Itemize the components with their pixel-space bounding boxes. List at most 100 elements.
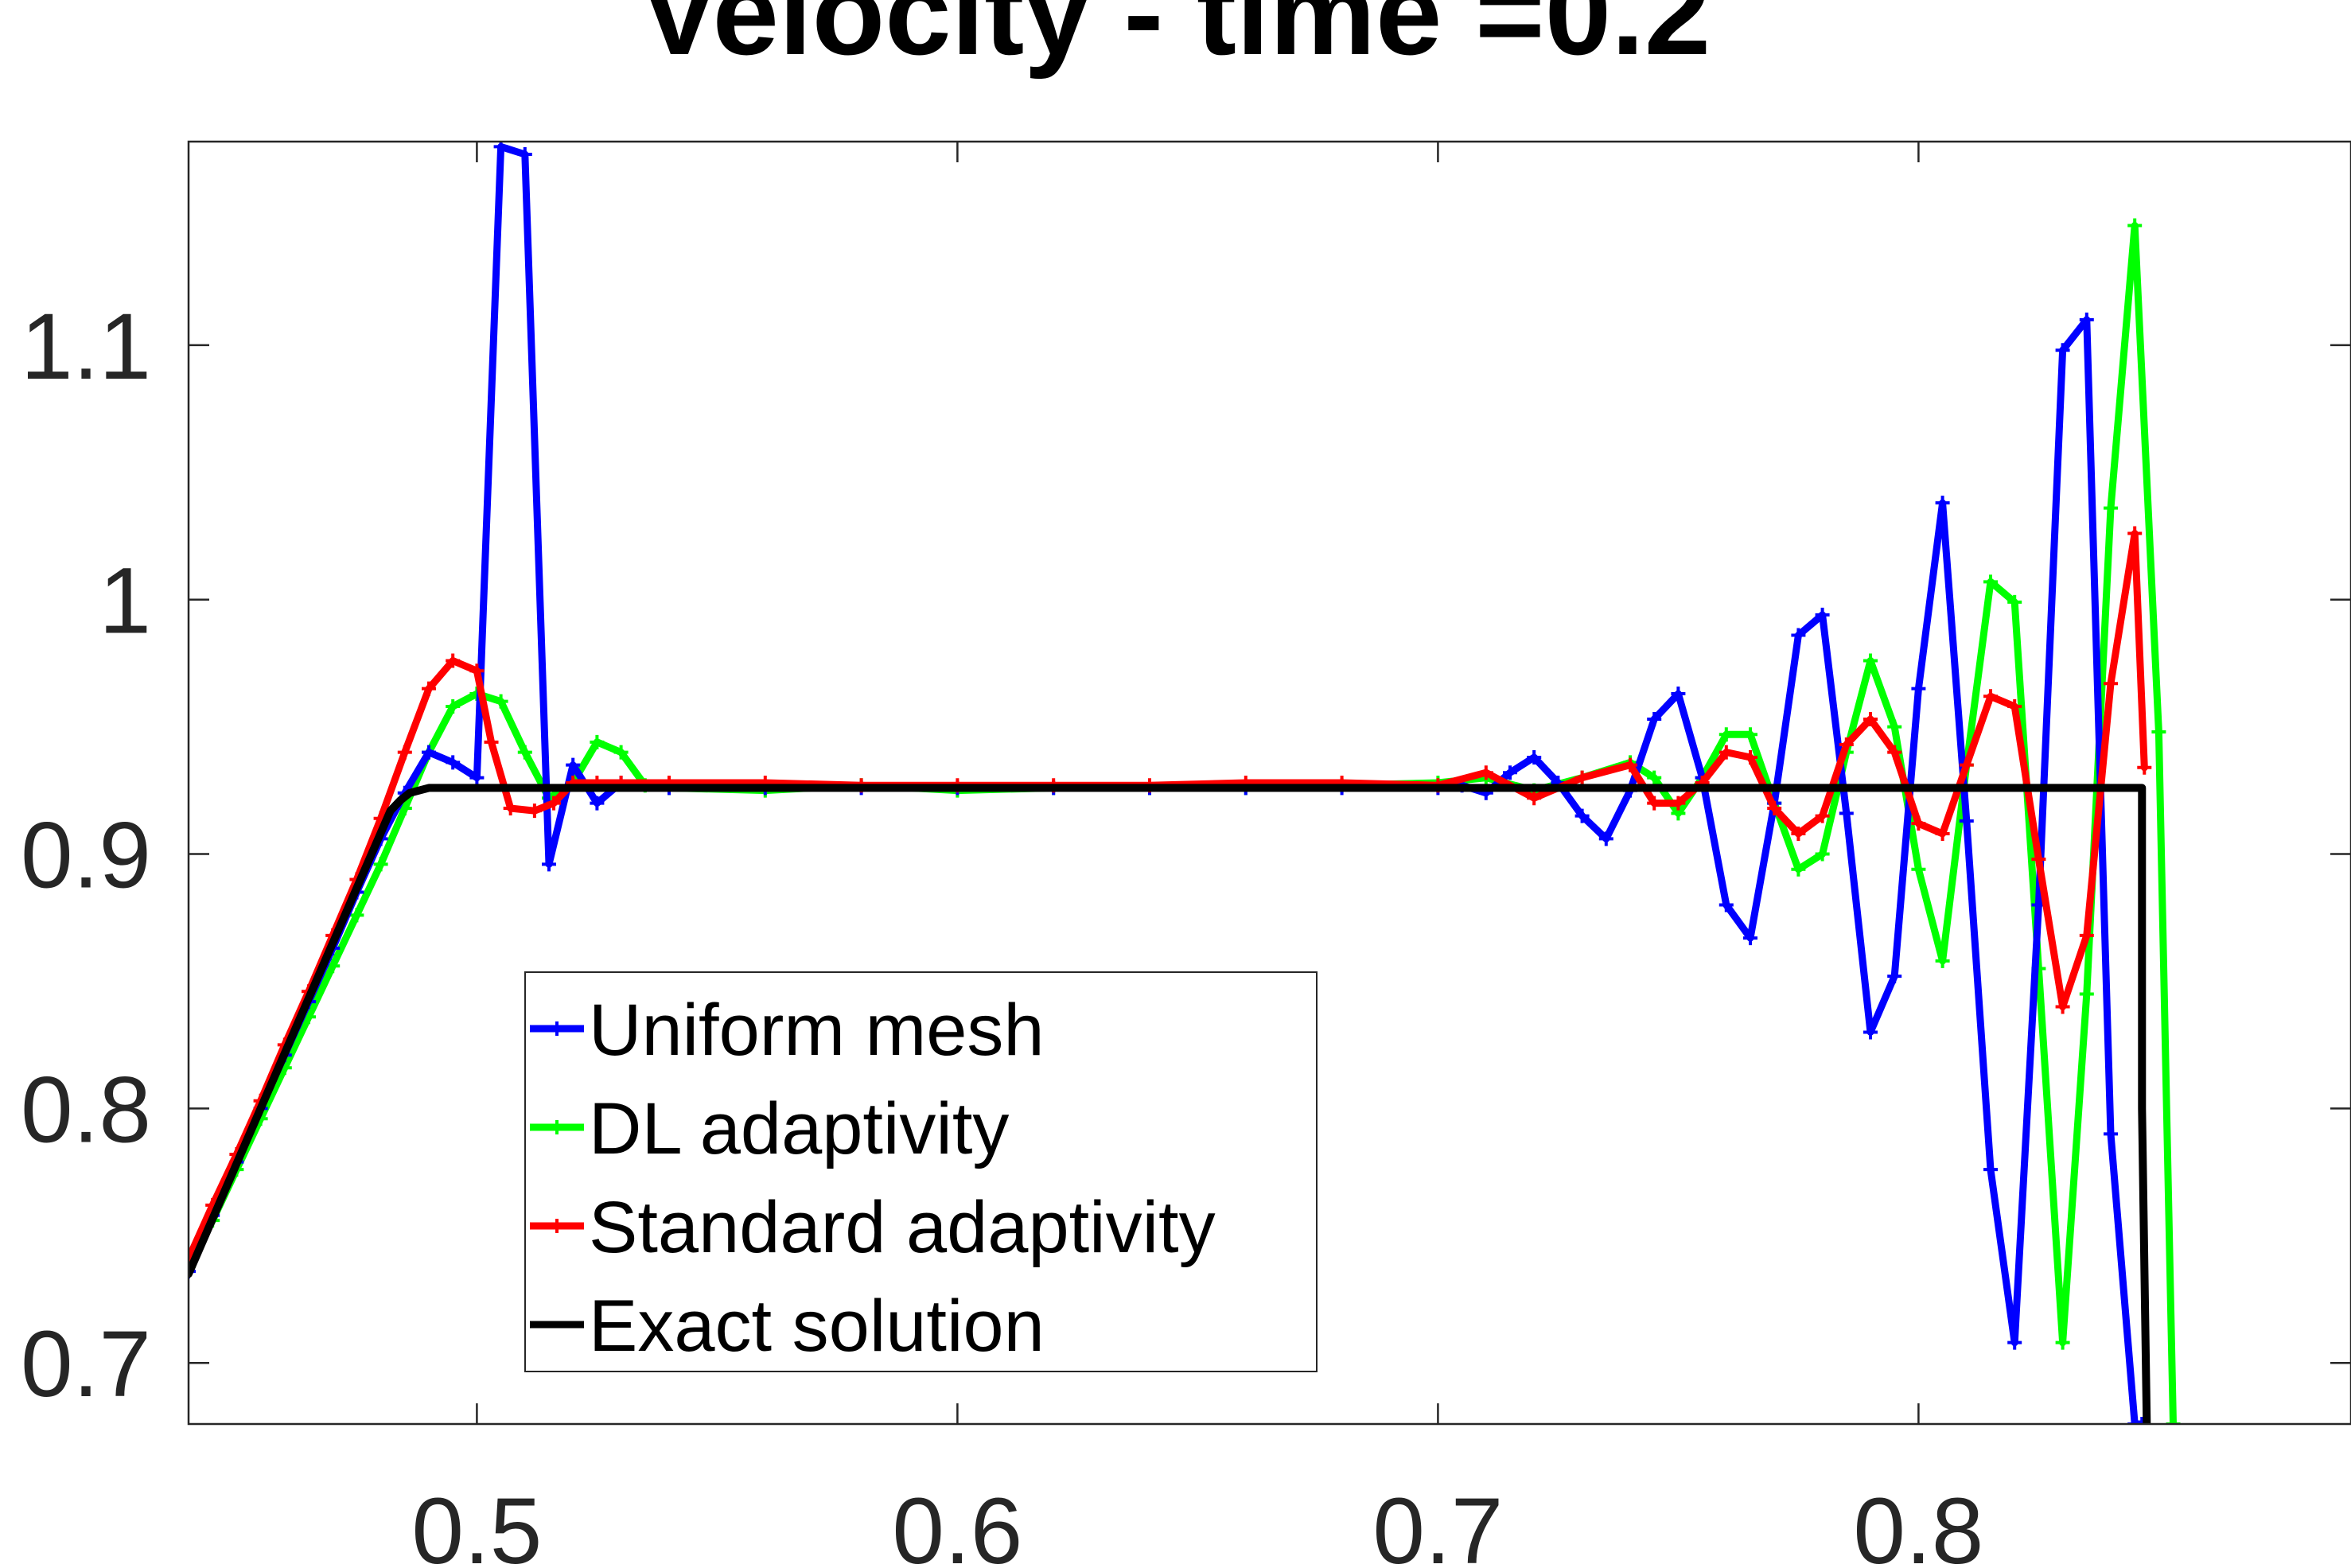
data-point [2104,1126,2118,1142]
data-point [1983,574,1998,589]
data-point [1503,765,1517,780]
data-point [1887,745,1902,760]
data-point [1935,826,1950,841]
data-point [1983,689,1998,704]
data-point [590,734,605,749]
data-point [2031,851,2046,866]
data-point [397,745,412,760]
data-point [1718,897,1734,912]
ticks: 0.5 0.6 0.7 0.8 0.7 0.8 0.9 1 1.1 [21,142,2351,1568]
data-point [2127,1417,2143,1424]
data-point [2127,218,2143,233]
data-point [1911,681,1926,696]
data-point [1647,796,1662,811]
data-point [1791,826,1806,841]
data-point [1911,862,1926,877]
data-point [2135,1417,2150,1424]
y-tick-label: 0.8 [21,1057,151,1162]
data-point [547,796,562,811]
data-point [503,800,518,815]
y-tick-label: 0.7 [21,1312,151,1417]
data-point [1935,496,1950,511]
data-point [517,745,532,760]
data-point [469,663,485,679]
x-tick-label: 0.8 [1853,1479,1983,1568]
data-point [1863,712,1878,727]
legend-box [524,971,1318,1372]
data-point [2104,500,2118,516]
data-point [484,734,499,749]
y-tick-label: 0.9 [21,803,151,909]
data-point [2079,986,2094,1002]
data-point [1718,745,1734,760]
data-point [422,681,436,696]
data-point [2079,928,2094,943]
data-point [2007,1335,2022,1350]
data-point [1718,727,1734,742]
data-point [1959,813,1974,828]
data-point [527,803,542,819]
data-point [446,755,461,770]
data-point [1623,757,1637,772]
data-point [517,146,532,161]
data-point [422,745,436,760]
data-point [2127,526,2143,541]
data-point [1527,791,1542,806]
legend-marker [550,1219,564,1233]
x-tick-label: 0.6 [892,1479,1022,1568]
data-point [2055,343,2070,358]
data-point [566,757,581,772]
chart-title: Velocity - time =0.2 [640,0,1711,80]
data-point [1574,770,1590,785]
y-tick-label: 1 [99,549,151,654]
data-point [2079,312,2094,327]
data-point [2055,999,2070,1014]
data-point [1815,846,1830,862]
data-point [2007,594,2022,609]
data-point [1767,800,1782,815]
x-tick-label: 0.7 [1372,1479,1503,1568]
x-tick-label: 0.5 [411,1479,542,1568]
data-point [1671,796,1686,811]
legend-label: Standard adaptivity [589,1187,1216,1268]
data-point [1671,687,1686,702]
data-point [2007,699,2022,714]
data-point [1527,750,1542,765]
data-point [1887,969,1902,984]
legend-label: Exact solution [589,1286,1045,1367]
data-point [493,694,508,709]
data-point [1839,806,1854,821]
legend-label: DL adaptivity [589,1088,1009,1169]
data-point [542,857,556,872]
data-point [1791,628,1806,643]
legend: Uniform mesh DL adaptivity Standard adapti… [524,971,1318,1372]
data-point [1598,831,1613,846]
data-point [1983,1162,1998,1177]
data-point [446,699,461,714]
data-point [2151,725,2166,740]
legend-marker [550,1021,564,1036]
data-point [349,908,364,923]
plot-frame [187,140,2351,1426]
data-point [1647,770,1662,785]
legend-marker [550,1120,564,1134]
series-line [189,784,2151,1424]
series-exact-solution [189,784,2151,1424]
data-point [446,653,461,668]
data-point [1839,737,1854,753]
data-point [590,796,605,811]
data-point [1911,816,1926,831]
data-point [1743,727,1757,742]
y-tick-label: 1.1 [21,294,151,399]
data-point [1647,712,1662,727]
data-point [613,745,629,760]
data-point [1887,719,1902,734]
legend-label: Uniform mesh [589,990,1045,1071]
data-point [373,857,388,872]
data-point [1935,953,1950,968]
data-point [1863,653,1878,668]
data-point [1478,765,1493,780]
data-point [2055,1335,2070,1350]
data-point [1815,607,1830,622]
